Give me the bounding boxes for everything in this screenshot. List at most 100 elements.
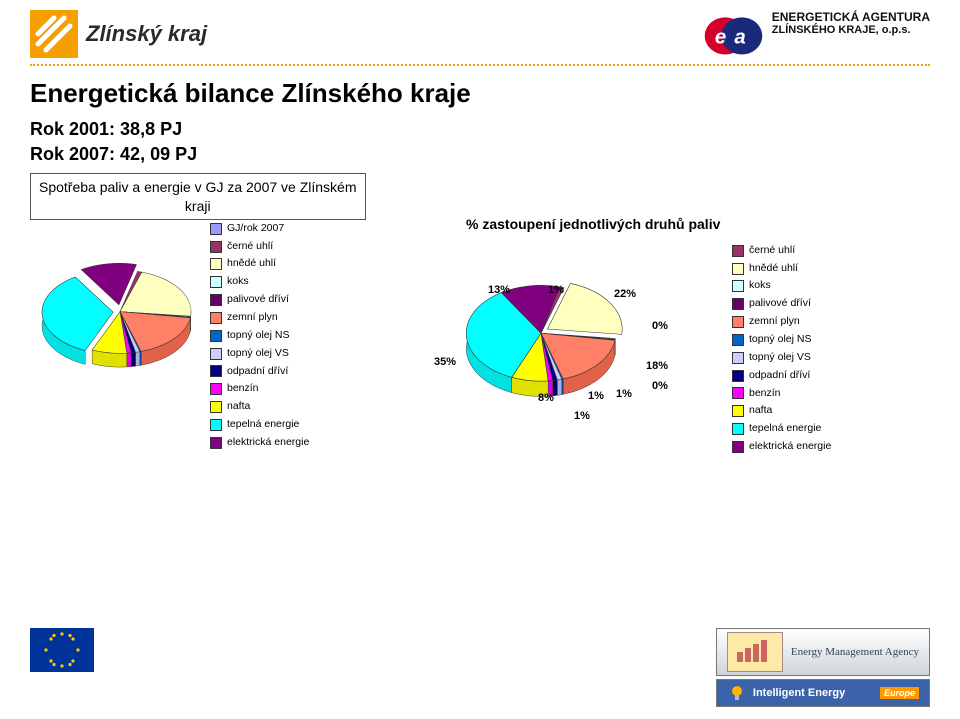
- region-logo-mark: [30, 10, 78, 58]
- page-title: Energetická bilance Zlínského kraje: [30, 78, 930, 109]
- legend-row-tepelna_energie: tepelná energie: [210, 416, 309, 434]
- legend-row-koks: koks: [732, 277, 831, 295]
- rok-2007: Rok 2007: 42, 09 PJ: [30, 142, 930, 167]
- legend-row-hnede_uhli: hnědé uhlí: [732, 260, 831, 278]
- legend-label: elektrická energie: [749, 438, 831, 456]
- legend-title: GJ/rok 2007: [227, 220, 284, 238]
- svg-text:e: e: [715, 26, 726, 48]
- agency-logo: e a ENERGETICKÁ AGENTURA ZLÍNSKÉHO KRAJE…: [701, 10, 930, 60]
- legend-label: hnědé uhlí: [749, 260, 798, 278]
- legend-row-koks: koks: [210, 273, 309, 291]
- pct-1c: 1%: [588, 390, 604, 402]
- pie-chart-left: [30, 251, 210, 381]
- charts-row: GJ/rok 2007 černé uhlíhnědé uhlíkokspali…: [0, 216, 960, 456]
- ema-text: Energy Management Agency: [791, 646, 919, 658]
- bulb-icon: [727, 683, 747, 703]
- legend-row-topny_olej_ns: topný olej NS: [210, 327, 309, 345]
- region-logo: Zlínský kraj: [30, 10, 207, 58]
- pct-13: 13%: [488, 284, 510, 296]
- legend-label: černé uhlí: [749, 242, 795, 260]
- rok1-label: Rok 2001:: [30, 119, 120, 139]
- iee-badge: Intelligent Energy Europe: [716, 679, 930, 707]
- legend-marker: [732, 441, 744, 453]
- pct-18: 18%: [646, 360, 668, 372]
- pct-35: 35%: [434, 356, 456, 368]
- right-chart-panel: % zastoupení jednotlivých druhů paliv 35…: [426, 216, 930, 456]
- left-legend: GJ/rok 2007 černé uhlíhnědé uhlíkokspali…: [210, 220, 309, 452]
- legend-label: tepelná energie: [749, 420, 821, 438]
- legend-marker: [732, 263, 744, 275]
- legend-label: topný olej VS: [227, 345, 289, 363]
- legend-marker: [210, 401, 222, 413]
- rok1-value: 38,8 PJ: [120, 119, 182, 139]
- pct-0a: 0%: [652, 320, 668, 332]
- legend-marker: [732, 352, 744, 364]
- legend-label: zemní plyn: [749, 313, 800, 331]
- legend-marker: [732, 298, 744, 310]
- legend-label: nafta: [227, 398, 250, 416]
- legend-row-topny_olej_vs: topný olej VS: [732, 349, 831, 367]
- right-legend: černé uhlíhnědé uhlíkokspalivové dřívíze…: [732, 242, 831, 456]
- legend-marker: [732, 334, 744, 346]
- legend-label: palivové dříví: [227, 291, 289, 309]
- right-pie-wrap: 35% 13% 1% 22% 0% 18% 0% 1% 1% 1% 8%: [426, 238, 726, 448]
- pct-1b: 1%: [616, 388, 632, 400]
- legend-marker: [732, 423, 744, 435]
- legend-title-marker: [210, 223, 222, 235]
- legend-marker: [732, 245, 744, 257]
- sub-line2: kraji: [39, 197, 357, 215]
- legend-label: koks: [227, 273, 249, 291]
- legend-row-zemni_plyn: zemní plyn: [732, 313, 831, 331]
- legend-label: odpadní dříví: [749, 367, 810, 385]
- legend-row-nafta: nafta: [732, 402, 831, 420]
- legend-marker: [210, 276, 222, 288]
- legend-marker: [732, 316, 744, 328]
- iee-europe: Europe: [880, 687, 919, 699]
- legend-row-topny_olej_vs: topný olej VS: [210, 345, 309, 363]
- legend-label: elektrická energie: [227, 434, 309, 452]
- legend-label: hnědé uhlí: [227, 255, 276, 273]
- legend-marker: [732, 370, 744, 382]
- eu-flag-icon: [30, 628, 94, 672]
- legend-marker: [210, 365, 222, 377]
- legend-marker: [732, 387, 744, 399]
- legend-marker: [210, 419, 222, 431]
- agency-logo-text: ENERGETICKÁ AGENTURA ZLÍNSKÉHO KRAJE, o.…: [772, 10, 930, 38]
- legend-row-cerne_uhli: černé uhlí: [210, 238, 309, 256]
- footer: Energy Management Agency Intelligent Ene…: [0, 628, 960, 707]
- legend-label: tepelná energie: [227, 416, 299, 434]
- legend-label: topný olej VS: [749, 349, 811, 367]
- legend-marker: [210, 258, 222, 270]
- legend-row-elektricka_energie: elektrická energie: [210, 434, 309, 452]
- legend-label: topný olej NS: [749, 331, 811, 349]
- agency-line1: ENERGETICKÁ AGENTURA: [772, 10, 930, 24]
- pct-0b: 0%: [652, 380, 668, 392]
- footer-right: Energy Management Agency Intelligent Ene…: [716, 628, 930, 707]
- header-divider: [30, 64, 930, 66]
- legend-row-odpadni_drivi: odpadní dříví: [210, 363, 309, 381]
- subtitle-box: Spotřeba paliv a energie v GJ za 2007 ve…: [30, 173, 366, 219]
- pct-8: 8%: [538, 392, 554, 404]
- legend-marker: [210, 437, 222, 449]
- legend-row-hnede_uhli: hnědé uhlí: [210, 255, 309, 273]
- legend-marker: [210, 294, 222, 306]
- legend-label: topný olej NS: [227, 327, 289, 345]
- legend-row-cerne_uhli: černé uhlí: [732, 242, 831, 260]
- sub-line1: Spotřeba paliv a energie v GJ za 2007 ve…: [39, 178, 357, 196]
- ema-icon: [727, 632, 783, 672]
- iee-text: Intelligent Energy: [753, 687, 845, 699]
- header: Zlínský kraj e a ENERGETICKÁ AGENTURA ZL…: [0, 0, 960, 60]
- legend-title-row: GJ/rok 2007: [210, 220, 309, 238]
- pct-1a: 1%: [548, 284, 564, 296]
- legend-label: benzín: [227, 380, 259, 398]
- agency-logo-mark: e a: [701, 10, 766, 60]
- legend-marker: [210, 312, 222, 324]
- legend-label: nafta: [749, 402, 772, 420]
- legend-row-zemni_plyn: zemní plyn: [210, 309, 309, 327]
- legend-label: palivové dříví: [749, 295, 811, 313]
- legend-row-benzin: benzín: [210, 380, 309, 398]
- legend-marker: [210, 241, 222, 253]
- pct-22: 22%: [614, 288, 636, 300]
- legend-label: odpadní dříví: [227, 363, 288, 381]
- legend-row-palivove_drivi: palivové dříví: [732, 295, 831, 313]
